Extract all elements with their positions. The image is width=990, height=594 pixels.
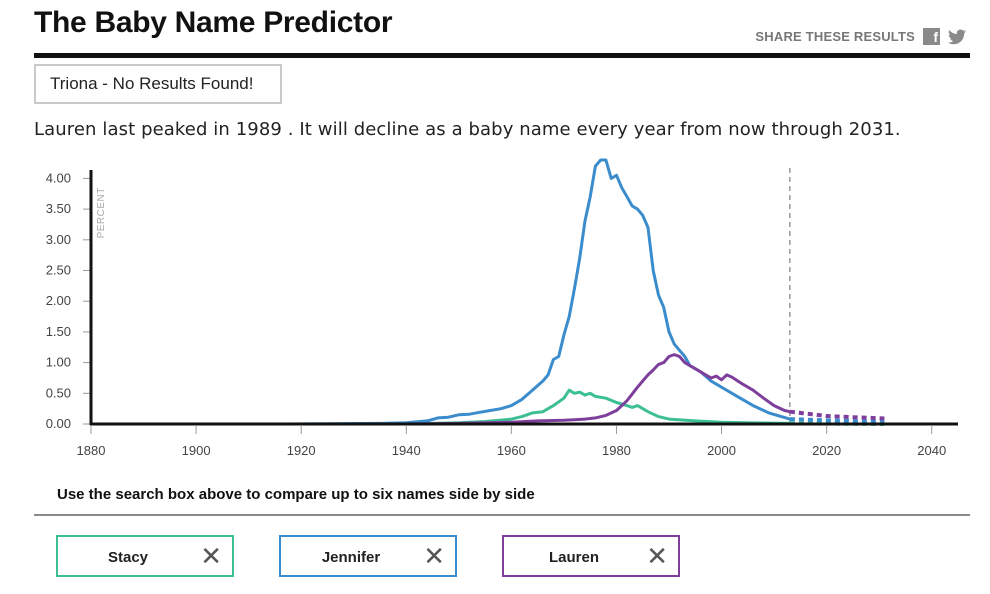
series-line-stacy bbox=[152, 388, 792, 426]
search-input[interactable] bbox=[34, 64, 282, 104]
close-icon[interactable]: ✕ bbox=[646, 541, 668, 571]
series-forecast-lauren bbox=[789, 409, 885, 421]
name-popularity-chart: 0.00 0.50 1.00 1.50 2.00 2.50 3.00 3.50 4.00 PERC… bbox=[46, 158, 958, 458]
chip-label: Jennifer bbox=[321, 549, 381, 566]
close-icon[interactable]: ✕ bbox=[200, 541, 222, 571]
x-tick-label: 1920 bbox=[287, 443, 316, 458]
close-icon[interactable]: ✕ bbox=[423, 541, 445, 571]
y-tick-label: 2.00 bbox=[46, 293, 71, 308]
x-tick-label: 1880 bbox=[77, 443, 106, 458]
share-label: SHARE THESE RESULTS bbox=[755, 29, 915, 44]
chip-lauren[interactable]: Lauren ✕ bbox=[502, 535, 680, 577]
y-tick-label: 1.50 bbox=[46, 324, 71, 339]
x-tick-label: 2000 bbox=[707, 443, 736, 458]
y-tick-label: 4.00 bbox=[46, 170, 71, 185]
y-tick-label: 0.50 bbox=[46, 385, 71, 400]
chip-stacy[interactable]: Stacy ✕ bbox=[56, 535, 234, 577]
x-tick-label: 2040 bbox=[917, 443, 946, 458]
summary-text: Lauren last peaked in 1989 . It will dec… bbox=[34, 119, 901, 140]
y-tick-label: 3.50 bbox=[46, 201, 71, 216]
chip-label: Stacy bbox=[107, 549, 149, 566]
twitter-icon[interactable] bbox=[948, 29, 966, 45]
x-tick-label: 1900 bbox=[182, 443, 211, 458]
x-tick-label: 2020 bbox=[812, 443, 841, 458]
compare-hint: Use the search box above to compare up t… bbox=[57, 486, 535, 503]
x-tick-label: 1960 bbox=[497, 443, 526, 458]
chip-jennifer[interactable]: Jennifer ✕ bbox=[279, 535, 457, 577]
y-tick-label: 1.00 bbox=[46, 355, 71, 370]
title-rule bbox=[34, 53, 970, 58]
share-bar: SHARE THESE RESULTS f bbox=[755, 28, 966, 45]
facebook-icon[interactable]: f bbox=[923, 28, 940, 45]
x-tick-label: 1980 bbox=[602, 443, 631, 458]
x-tick-label: 1940 bbox=[392, 443, 421, 458]
chip-label: Lauren bbox=[548, 549, 599, 566]
y-tick-label: 3.00 bbox=[46, 232, 71, 247]
series-forecast-jennifer bbox=[789, 417, 885, 425]
section-divider bbox=[34, 514, 970, 516]
page-title: The Baby Name Predictor bbox=[34, 6, 393, 39]
series-line-lauren bbox=[326, 353, 792, 426]
series-line-jennifer bbox=[283, 158, 792, 426]
y-tick-label: 2.50 bbox=[46, 263, 71, 278]
y-axis-label: PERCENT bbox=[96, 187, 107, 238]
y-tick-label: 0.00 bbox=[46, 416, 71, 431]
